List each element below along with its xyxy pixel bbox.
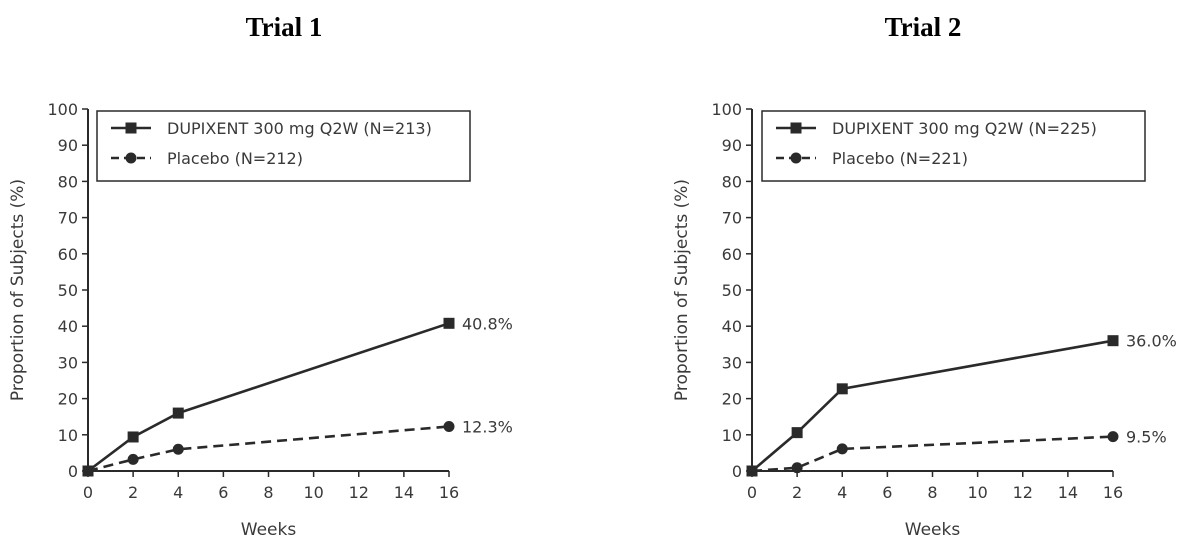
y-tick-label: 60: [722, 245, 742, 264]
y-tick-label: 30: [58, 353, 78, 372]
x-tick-label: 8: [263, 483, 273, 502]
x-tick-label: 6: [218, 483, 228, 502]
y-tick-label: 10: [722, 426, 742, 445]
placebo-data-point: [127, 453, 139, 465]
end-value-label: 12.3%: [462, 417, 513, 436]
x-tick-label: 6: [882, 483, 892, 502]
y-tick-label: 80: [722, 172, 742, 191]
x-tick-label: 10: [967, 483, 987, 502]
y-tick-label: 60: [58, 245, 78, 264]
x-tick-label: 2: [792, 483, 802, 502]
x-tick-label: 4: [173, 483, 183, 502]
dupixent-data-point: [1107, 335, 1119, 347]
dupixent-series-line: [87, 322, 450, 473]
x-tick-label: 2: [128, 483, 138, 502]
x-tick-label: 12: [349, 483, 369, 502]
x-tick-label: 0: [83, 483, 93, 502]
x-tick-label: 16: [439, 483, 459, 502]
y-tick-label: 20: [722, 390, 742, 409]
legend-entry-label: DUPIXENT 300 mg Q2W (N=225): [832, 119, 1097, 138]
dupixent-data-point: [836, 383, 848, 395]
x-axis-label: Weeks: [241, 520, 297, 538]
x-tick-label: 14: [1058, 483, 1078, 502]
placebo-data-point: [1107, 431, 1119, 443]
placebo-data-point: [82, 465, 94, 477]
y-tick-label: 40: [722, 317, 742, 336]
legend-square-marker: [790, 122, 802, 134]
y-tick-label: 0: [732, 462, 742, 481]
y-tick-label: 90: [722, 136, 742, 155]
y-tick-label: 40: [58, 317, 78, 336]
placebo-series-line: [87, 425, 450, 473]
legend-circle-marker: [125, 152, 137, 164]
dupixent-data-point: [791, 427, 803, 439]
legend-box: [96, 110, 471, 182]
legend-box: [761, 110, 1146, 182]
end-value-label: 36.0%: [1126, 332, 1177, 351]
y-axis-label: Proportion of Subjects (%): [672, 179, 692, 401]
y-tick-label: 50: [722, 281, 742, 300]
y-tick-label: 30: [722, 353, 742, 372]
x-tick-label: 10: [303, 483, 323, 502]
y-tick-label: 100: [711, 100, 742, 119]
y-tick-label: 100: [47, 100, 78, 119]
placebo-data-point: [836, 443, 848, 455]
y-tick-label: 0: [68, 462, 78, 481]
x-tick-label: 16: [1103, 483, 1123, 502]
y-axis-label: Proportion of Subjects (%): [8, 179, 28, 401]
x-axis-label: Weeks: [905, 520, 961, 538]
y-tick-label: 70: [58, 209, 78, 228]
x-tick-label: 4: [837, 483, 847, 502]
placebo-data-point: [443, 420, 455, 432]
legend-entry-label: Placebo (N=212): [167, 149, 303, 168]
placebo-data-point: [746, 465, 758, 477]
y-tick-label: 80: [58, 172, 78, 191]
x-tick-label: 0: [747, 483, 757, 502]
legend-circle-marker: [790, 152, 802, 164]
chart-title: Trial 1: [245, 12, 323, 42]
x-tick-label: 8: [927, 483, 937, 502]
end-value-label: 40.8%: [462, 314, 513, 333]
end-value-label: 9.5%: [1126, 428, 1167, 447]
legend-square-marker: [125, 122, 137, 134]
placebo-data-point: [791, 462, 803, 474]
y-tick-label: 20: [58, 390, 78, 409]
placebo-data-point: [172, 443, 184, 455]
dupixent-data-point: [127, 431, 139, 443]
y-tick-label: 10: [58, 426, 78, 445]
legend-entry-label: Placebo (N=221): [832, 149, 968, 168]
x-tick-label: 12: [1013, 483, 1033, 502]
y-tick-label: 70: [722, 209, 742, 228]
chart-title: Trial 2: [884, 12, 962, 42]
y-tick-label: 90: [58, 136, 78, 155]
placebo-series-line: [751, 435, 1114, 473]
x-tick-label: 14: [394, 483, 414, 502]
dupixent-series-line: [751, 339, 1114, 472]
legend-entry-label: DUPIXENT 300 mg Q2W (N=213): [167, 119, 432, 138]
y-tick-label: 50: [58, 281, 78, 300]
dupixent-data-point: [172, 407, 184, 419]
dupixent-data-point: [443, 317, 455, 329]
